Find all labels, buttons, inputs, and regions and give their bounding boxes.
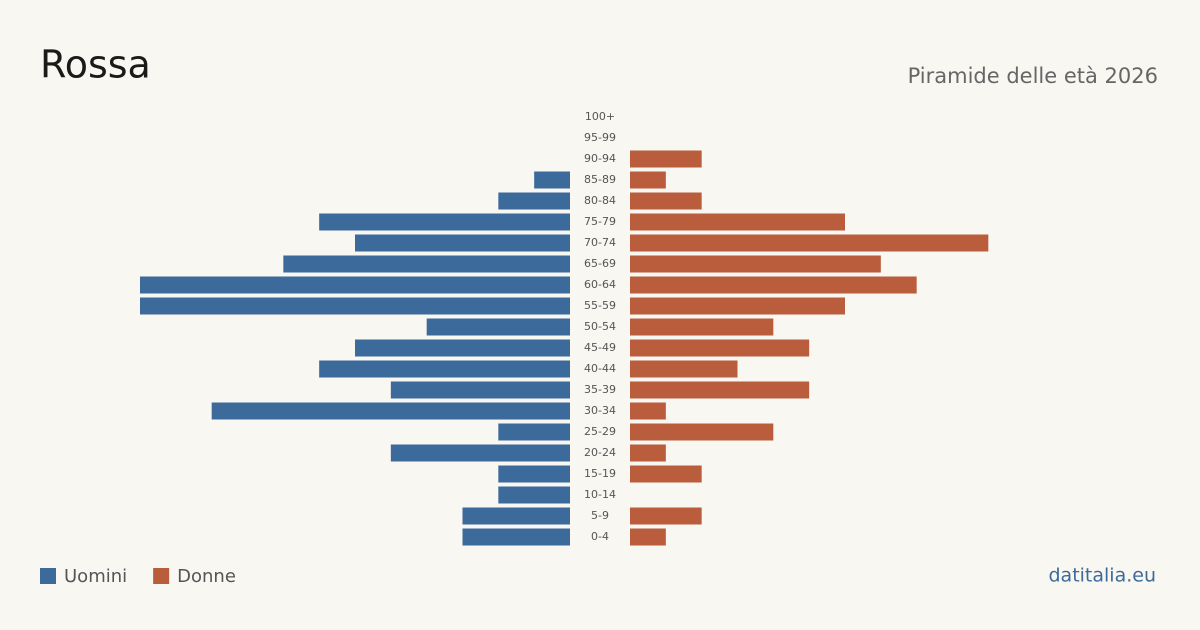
category-label: 45-49 [584, 341, 616, 354]
bar [390, 381, 570, 399]
bar [630, 465, 702, 483]
category-label: 5-9 [591, 509, 609, 522]
bar [390, 444, 570, 462]
chart-subtitle: Piramide delle età 2026 [908, 64, 1158, 88]
bar [498, 423, 570, 441]
bar [355, 339, 570, 357]
bar [630, 255, 881, 273]
category-label: 0-4 [591, 530, 609, 543]
category-label: 95-99 [584, 131, 616, 144]
bar [355, 234, 570, 252]
bar [534, 171, 570, 189]
category-label: 10-14 [584, 488, 616, 501]
bar [283, 255, 570, 273]
category-label: 85-89 [584, 173, 616, 186]
bar [630, 360, 738, 378]
bar [630, 276, 917, 294]
bar [140, 276, 570, 294]
legend-label: Donne [177, 566, 236, 587]
category-label: 55-59 [584, 299, 616, 312]
bar [630, 234, 989, 252]
category-label: 20-24 [584, 446, 616, 459]
bar [426, 318, 570, 336]
category-label: 75-79 [584, 215, 616, 228]
bar [462, 507, 570, 525]
bar [140, 297, 570, 315]
bar [498, 465, 570, 483]
bar [630, 297, 845, 315]
bar [498, 486, 570, 504]
category-label: 40-44 [584, 362, 616, 375]
category-label: 35-39 [584, 383, 616, 396]
category-label: 15-19 [584, 467, 616, 480]
category-label: 30-34 [584, 404, 616, 417]
bar [630, 402, 666, 420]
bar [630, 423, 774, 441]
bar [630, 192, 702, 210]
category-label: 90-94 [584, 152, 616, 165]
legend-swatch [40, 568, 56, 584]
bar [630, 339, 810, 357]
source: datitalia.eu [1049, 565, 1157, 587]
bar [630, 318, 774, 336]
bar [630, 213, 845, 231]
legend-label: Uomini [64, 566, 127, 587]
category-label: 50-54 [584, 320, 616, 333]
category-label: 100+ [585, 110, 615, 123]
bar [630, 528, 666, 546]
bar [319, 213, 570, 231]
legend-swatch [153, 568, 170, 584]
bar [462, 528, 570, 546]
bar [630, 507, 702, 525]
category-label: 25-29 [584, 425, 616, 438]
chart-title: Rossa [40, 43, 151, 87]
bar [211, 402, 570, 420]
category-label: 60-64 [584, 278, 616, 291]
bar [319, 360, 570, 378]
category-label: 80-84 [584, 194, 616, 207]
category-label: 70-74 [584, 236, 616, 249]
bar [630, 150, 702, 168]
category-label: 65-69 [584, 257, 616, 270]
bar [630, 171, 666, 189]
bar [630, 444, 666, 462]
bar [630, 381, 810, 399]
bar [498, 192, 570, 210]
